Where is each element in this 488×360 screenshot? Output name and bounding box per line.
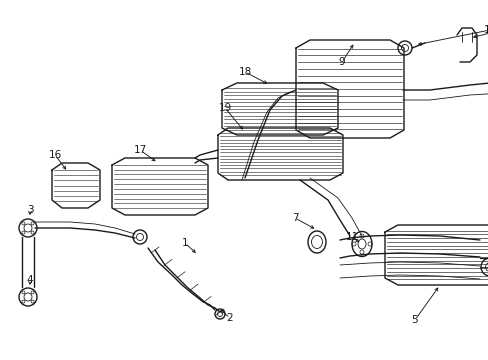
Text: 11: 11 <box>345 232 358 242</box>
Text: 5: 5 <box>411 315 417 325</box>
Text: 18: 18 <box>238 67 251 77</box>
Text: 4: 4 <box>27 275 33 285</box>
Text: 7: 7 <box>291 213 298 223</box>
Text: 12: 12 <box>482 25 488 35</box>
Text: 1: 1 <box>182 238 188 248</box>
Text: 3: 3 <box>27 205 33 215</box>
Text: 17: 17 <box>133 145 146 155</box>
Text: 16: 16 <box>48 150 61 160</box>
Text: 2: 2 <box>226 313 233 323</box>
Text: 9: 9 <box>338 57 345 67</box>
Text: 19: 19 <box>218 103 231 113</box>
